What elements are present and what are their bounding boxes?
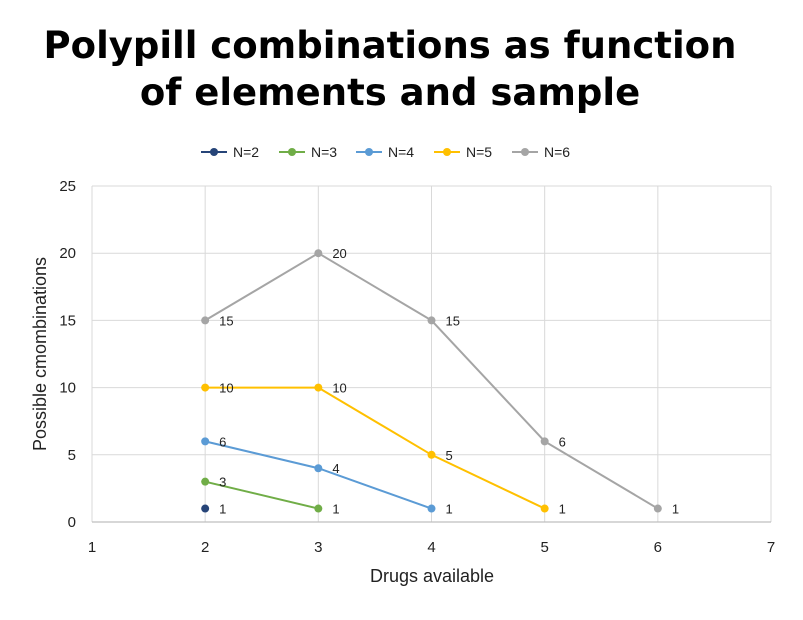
legend-label: N=2 xyxy=(233,144,259,160)
chart-title-line-1: Polypill combinations as function xyxy=(43,24,737,67)
data-label-N=4: 1 xyxy=(446,502,453,517)
x-tick-label: 1 xyxy=(88,539,96,556)
legend-label: N=5 xyxy=(466,144,492,160)
series-lines xyxy=(201,249,662,513)
data-point-N=3 xyxy=(201,477,210,486)
legend-item-N=3: N=3 xyxy=(279,144,337,160)
y-tick-label: 10 xyxy=(59,380,76,397)
data-point-N=6 xyxy=(653,504,662,513)
legend-swatch-marker xyxy=(365,148,373,156)
data-point-N=6 xyxy=(201,316,210,325)
series-line-N=3 xyxy=(204,480,319,510)
data-label-N=5: 10 xyxy=(332,381,346,396)
legend-swatch-marker xyxy=(288,148,296,156)
gridlines xyxy=(91,185,772,523)
data-point-N=4 xyxy=(201,437,210,446)
data-label-N=2: 1 xyxy=(219,502,226,517)
legend-item-N=5: N=5 xyxy=(434,144,492,160)
series-line-N=5 xyxy=(205,386,546,510)
y-tick-label: 15 xyxy=(59,312,76,329)
legend: N=2 N=3 N=4 N=5 N=6 xyxy=(201,144,570,160)
x-tick-label: 2 xyxy=(201,539,209,556)
legend-item-N=6: N=6 xyxy=(512,144,570,160)
x-axis-title: Drugs available xyxy=(370,566,494,586)
chart-title-line-2: of elements and sample xyxy=(139,71,641,114)
data-label-N=4: 6 xyxy=(219,434,226,449)
legend-label: N=3 xyxy=(311,144,337,160)
x-tick-label: 3 xyxy=(314,539,322,556)
data-label-N=5: 10 xyxy=(219,381,233,396)
legend-label: N=6 xyxy=(544,144,570,160)
data-point-N=4 xyxy=(314,464,323,473)
data-labels: 1 3 1 6 4 1 10 10 5 1 15 20 15 6 1 xyxy=(219,246,679,516)
data-point-N=2 xyxy=(201,504,210,513)
data-label-N=6: 6 xyxy=(559,434,566,449)
data-point-N=3 xyxy=(314,504,323,513)
x-tick-label: 6 xyxy=(654,539,662,556)
data-point-N=6 xyxy=(314,249,323,258)
chart-title: Polypill combinations as function of ele… xyxy=(0,22,780,116)
data-label-N=3: 1 xyxy=(332,502,339,517)
legend-item-N=2: N=2 xyxy=(201,144,259,160)
data-point-N=4 xyxy=(427,504,436,513)
data-point-N=5 xyxy=(427,450,436,459)
data-label-N=6: 1 xyxy=(672,502,679,517)
x-tick-label: 5 xyxy=(540,539,548,556)
data-label-N=5: 1 xyxy=(559,502,566,517)
y-tick-label: 25 xyxy=(59,178,76,195)
data-point-N=6 xyxy=(540,437,549,446)
legend-swatch-marker xyxy=(443,148,451,156)
legend-swatch-marker xyxy=(521,148,529,156)
data-label-N=6: 20 xyxy=(332,246,346,261)
data-point-N=5 xyxy=(540,504,549,513)
y-tick-label: 0 xyxy=(68,514,76,531)
y-tick-label: 20 xyxy=(59,245,76,262)
data-label-N=6: 15 xyxy=(446,313,460,328)
x-tick-label: 4 xyxy=(427,539,435,556)
data-label-N=3: 3 xyxy=(219,475,226,490)
data-point-N=6 xyxy=(427,316,436,325)
legend-label: N=4 xyxy=(388,144,414,160)
y-tick-label: 5 xyxy=(68,447,76,464)
y-axis-title: Possible cmombinations xyxy=(30,257,50,451)
data-point-N=5 xyxy=(314,383,323,392)
legend-swatch-marker xyxy=(210,148,218,156)
legend-item-N=4: N=4 xyxy=(356,144,414,160)
data-label-N=6: 15 xyxy=(219,313,233,328)
data-label-N=4: 4 xyxy=(332,461,339,476)
data-label-N=5: 5 xyxy=(446,448,453,463)
x-tick-label: 7 xyxy=(767,539,775,556)
data-point-N=5 xyxy=(201,383,210,392)
